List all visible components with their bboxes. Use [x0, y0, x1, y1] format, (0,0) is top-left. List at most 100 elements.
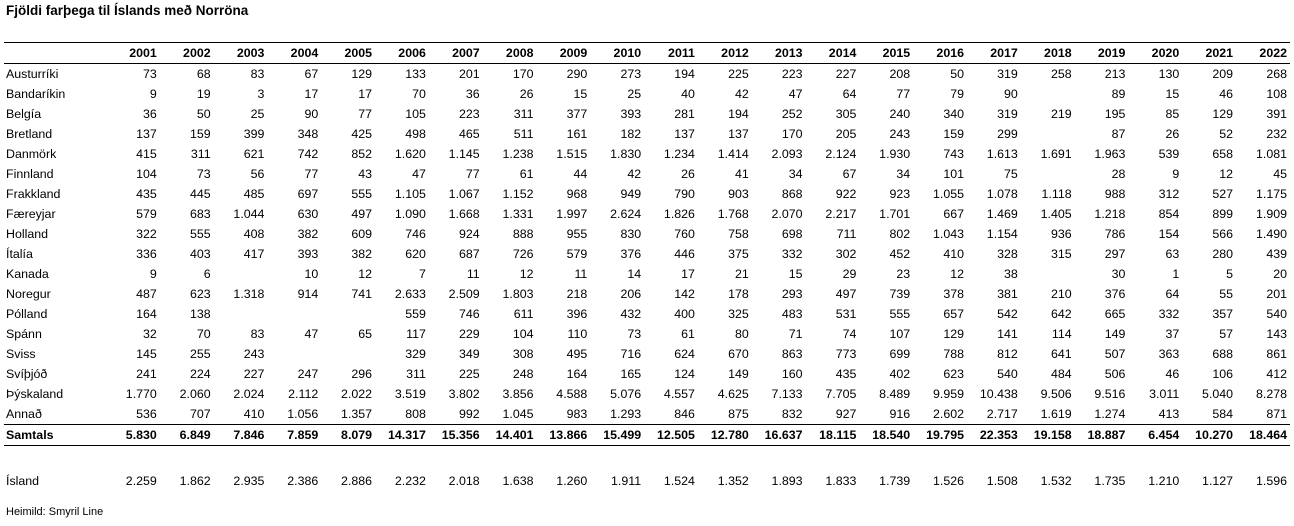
table-cell: 1.826: [663, 207, 695, 221]
table-cell: 87: [1111, 127, 1126, 141]
table-cell: 688: [1212, 347, 1234, 361]
table-cell: 382: [297, 227, 319, 241]
table-cell: 1.613: [986, 147, 1018, 161]
table-cell: 707: [189, 407, 211, 421]
table-cell: 1.145: [448, 147, 480, 161]
table-cell: 497: [351, 207, 373, 221]
table-cell: 26: [519, 87, 534, 101]
table-cell: 452: [889, 247, 911, 261]
table-cell: 658: [1212, 147, 1234, 161]
table-cell: 229: [459, 327, 480, 341]
table-cell: 1.043: [932, 227, 964, 241]
table-cell: 77: [896, 87, 911, 101]
table-cell: 400: [674, 307, 695, 321]
table-row: Danmörk 415 311 621 742 852 1.620 1.145 1.238 1.5…: [4, 144, 1290, 164]
table-cell: [1021, 164, 1075, 184]
table-cell: 611: [513, 307, 534, 321]
table-cell: 4.557: [663, 387, 695, 401]
table-cell: 1.768: [717, 207, 749, 221]
table-cell: 30: [1111, 267, 1126, 281]
table-cell: 154: [1158, 227, 1180, 241]
table-cell: 1.997: [556, 207, 588, 221]
table-cell: 73: [196, 167, 211, 181]
table-cell: 375: [728, 247, 749, 261]
table-cell: 536: [136, 407, 157, 421]
table-cell: 746: [459, 307, 480, 321]
table-cell: 914: [297, 287, 319, 301]
table-cell: 133: [375, 63, 429, 84]
table-cell: 1.803: [502, 287, 534, 301]
table-cell: 7.846: [213, 424, 268, 446]
table-cell: 487: [136, 287, 157, 301]
table-cell: 315: [1050, 247, 1072, 261]
table-cell: 403: [189, 247, 211, 261]
table-cell: 65: [358, 327, 373, 341]
table-cell: 67: [842, 167, 857, 181]
table-cell: 832: [781, 407, 803, 421]
year-header: 2007: [428, 42, 483, 64]
table-cell: 1.081: [1255, 147, 1287, 161]
table-cell: 328: [997, 247, 1018, 261]
row-label: Ísland: [6, 473, 40, 488]
table-cell: 1.175: [1255, 187, 1287, 201]
spacer-cell: [4, 446, 1290, 470]
row-label: Holland: [6, 227, 49, 241]
total-row: Samtals 5.830 6.849 7.846 7.859 8.079 14.317 15…: [4, 424, 1290, 446]
table-cell: 1.045: [502, 407, 534, 421]
table-cell: 363: [1158, 347, 1180, 361]
table-cell: 446: [674, 247, 695, 261]
table-cell: 12: [358, 267, 373, 281]
table-cell: 17: [681, 267, 695, 281]
table-cell: 108: [1266, 87, 1287, 101]
table-cell: 68: [159, 63, 214, 84]
table-cell: 25: [250, 107, 265, 121]
table-cell: 871: [1266, 407, 1287, 421]
year-header: 2001: [106, 42, 160, 64]
table-cell: 1.357: [341, 407, 373, 421]
row-label: Ítalía: [6, 247, 33, 261]
table-cell: 209: [1182, 63, 1237, 84]
row-label: Noregur: [6, 287, 51, 301]
table-cell: 142: [674, 287, 695, 301]
table-cell: 40: [681, 87, 695, 101]
table-cell: 746: [405, 227, 426, 241]
table-cell: 1: [1172, 267, 1180, 281]
table-cell: 149: [728, 367, 749, 381]
table-row: Bandaríkin 9 19 3 17 17 70 36 26 15 25 40 42 47 64 77 79…: [4, 84, 1290, 104]
table-cell: 1.234: [663, 147, 695, 161]
row-label: Spánn: [6, 327, 42, 341]
row-label: Svíþjóð: [6, 367, 48, 381]
table-cell: 922: [835, 187, 857, 201]
year-header: 2015: [859, 42, 914, 64]
table-cell: 159: [943, 127, 964, 141]
table-cell: 2.633: [394, 287, 426, 301]
row-label: Finnland: [6, 167, 54, 181]
table-cell: 34: [788, 167, 803, 181]
table-cell: 83: [213, 63, 268, 84]
table-cell: 698: [781, 227, 803, 241]
table-cell: 268: [1236, 63, 1290, 84]
table-cell: 788: [943, 347, 964, 361]
table-cell: 12: [950, 267, 964, 281]
table-cell: 579: [566, 247, 588, 261]
row-label: Danmörk: [6, 147, 57, 161]
table-cell: 77: [358, 107, 373, 121]
table-cell: 12.780: [697, 424, 752, 446]
table-cell: 3: [257, 87, 265, 101]
table-cell: 336: [136, 247, 157, 261]
table-cell: 1.909: [1255, 207, 1287, 221]
table-cell: 208: [859, 63, 914, 84]
table-cell: 223: [459, 107, 480, 121]
table-cell: 332: [781, 247, 803, 261]
table-cell: 4.625: [717, 387, 749, 401]
year-header: 2013: [751, 42, 806, 64]
table-cell: 18.464: [1236, 424, 1290, 446]
table-cell: 657: [943, 307, 964, 321]
table-cell: 227: [243, 367, 265, 381]
table-cell: 511: [513, 127, 534, 141]
table-cell: 36: [465, 87, 480, 101]
year-header: 2018: [1020, 42, 1075, 64]
year-header: 2020: [1128, 42, 1183, 64]
table-cell: 1.668: [448, 207, 480, 221]
table-cell: 19.158: [1020, 424, 1075, 446]
